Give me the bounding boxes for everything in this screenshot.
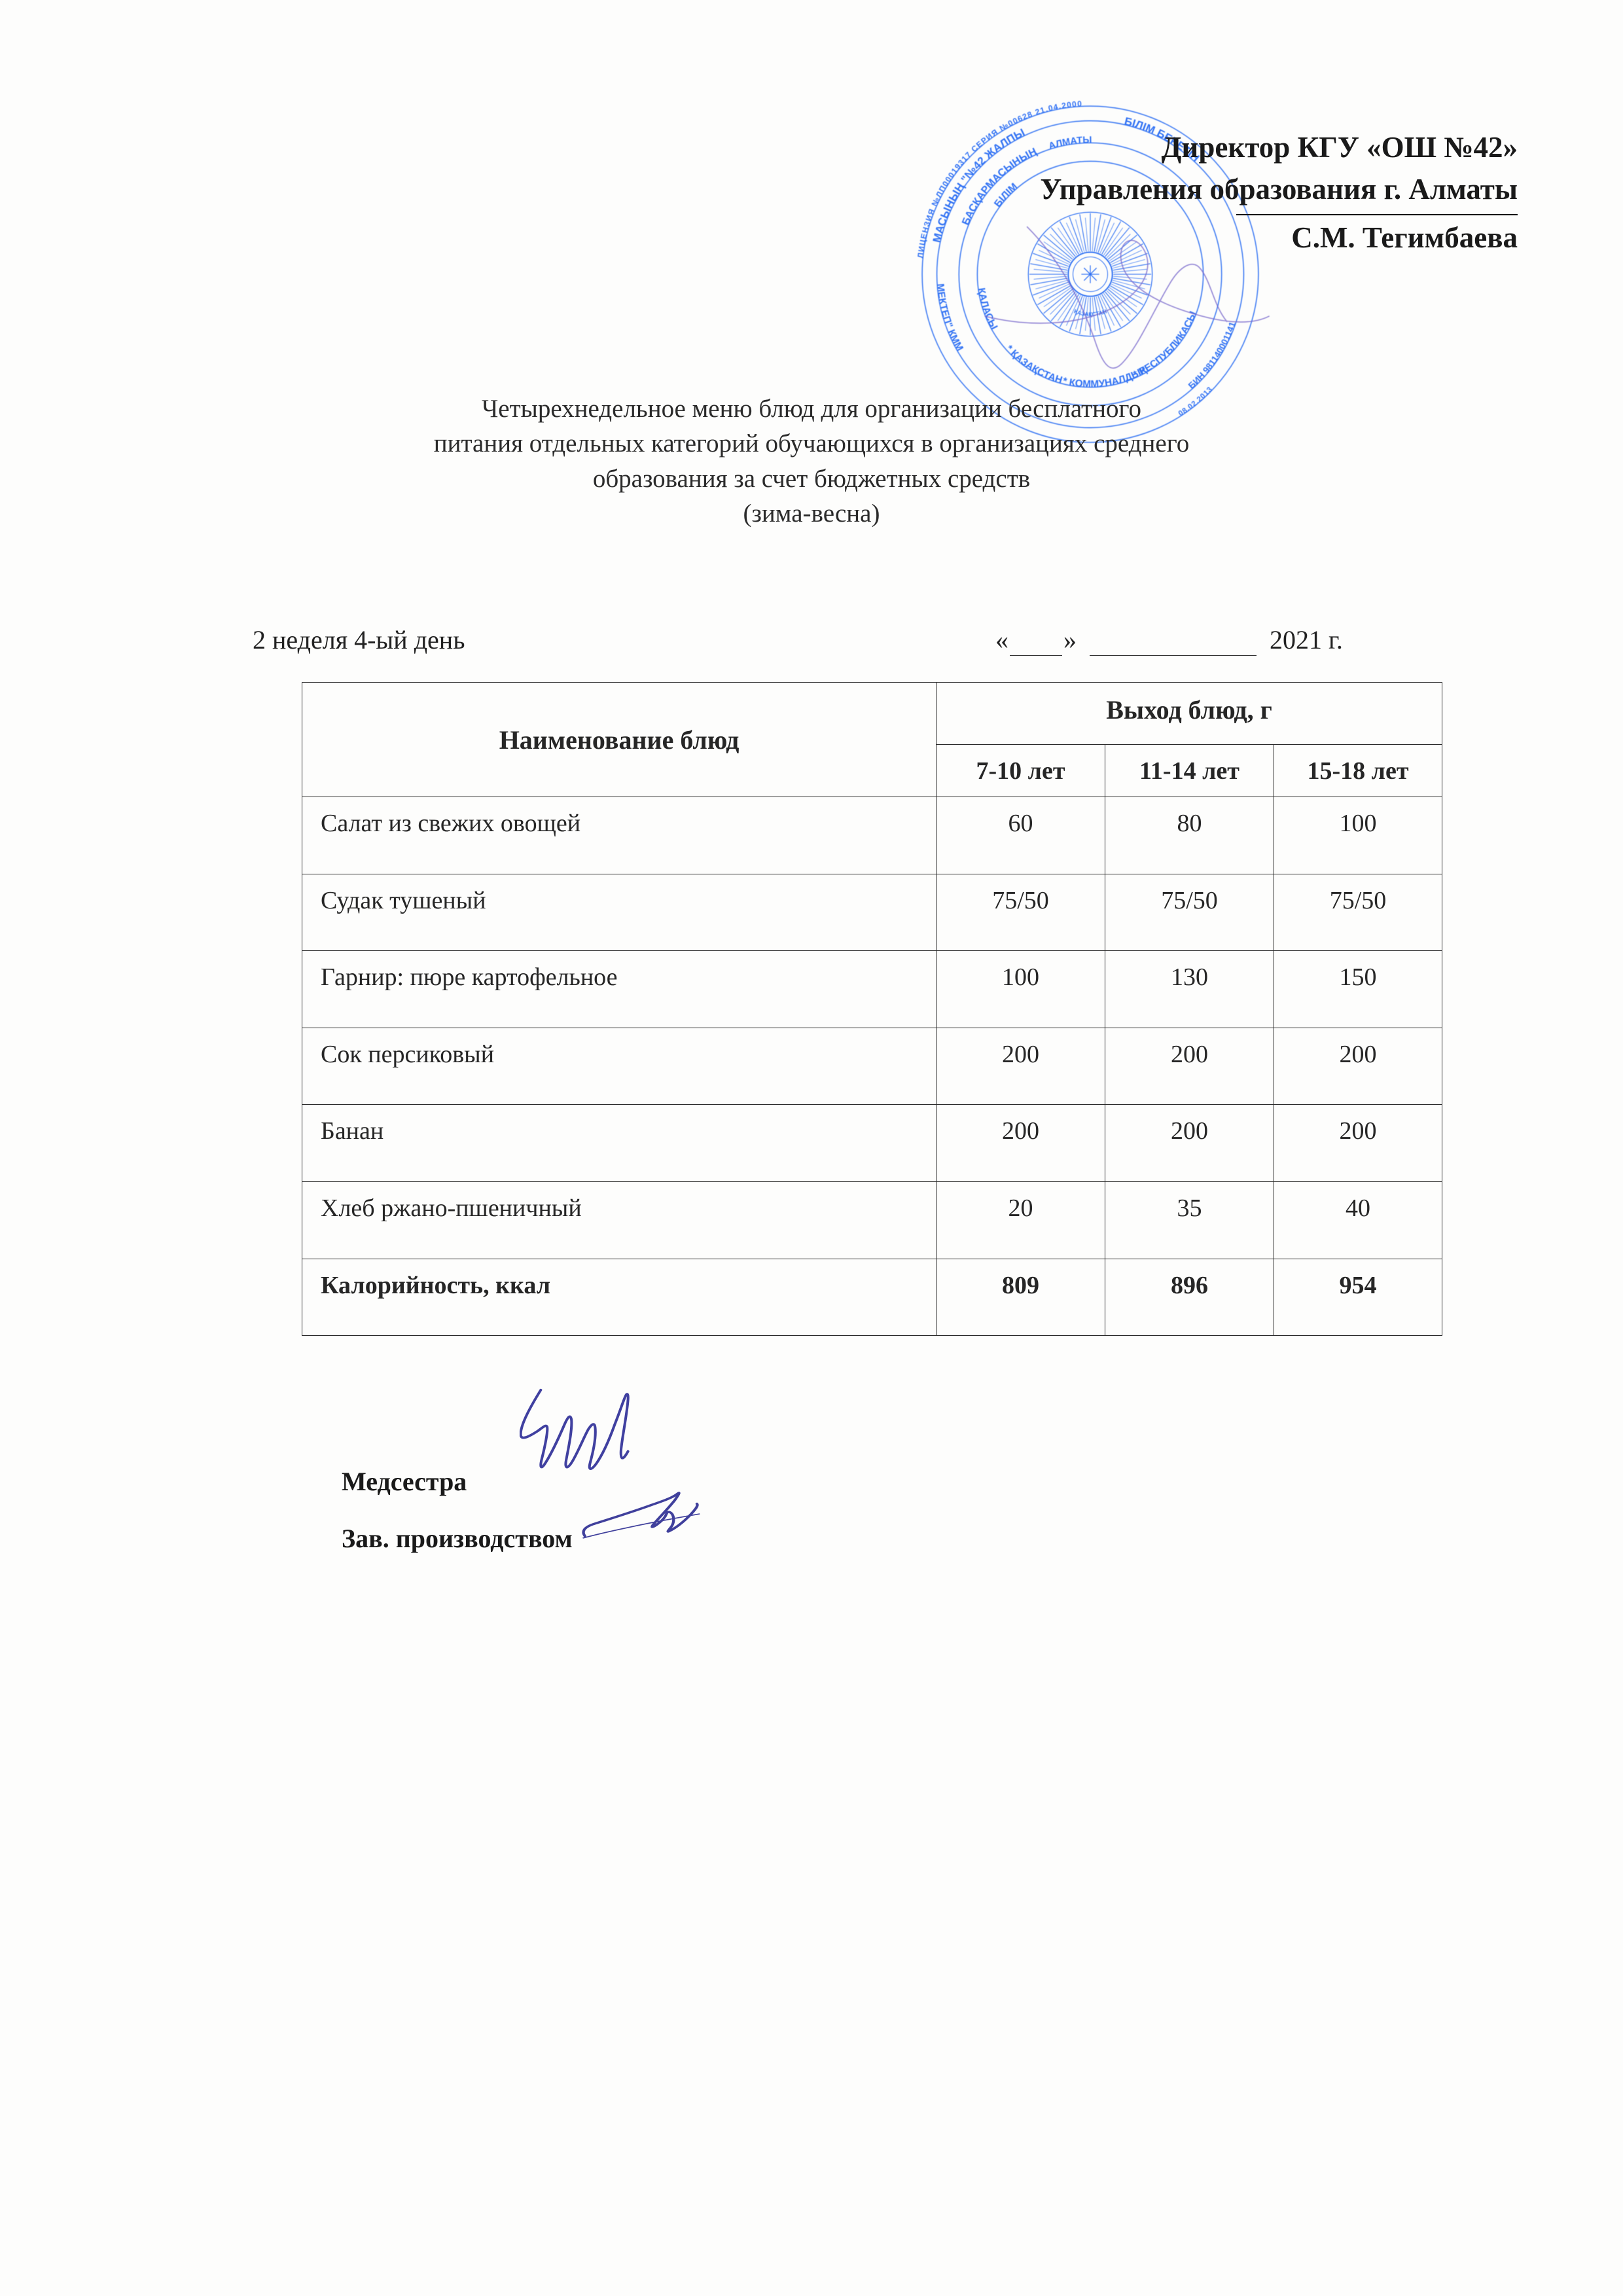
svg-text:ҚАЛАСЫ: ҚАЛАСЫ [976, 287, 1000, 332]
svg-text:* РЕСПУБЛИКАСЫ: * РЕСПУБЛИКАСЫ [1132, 310, 1199, 380]
